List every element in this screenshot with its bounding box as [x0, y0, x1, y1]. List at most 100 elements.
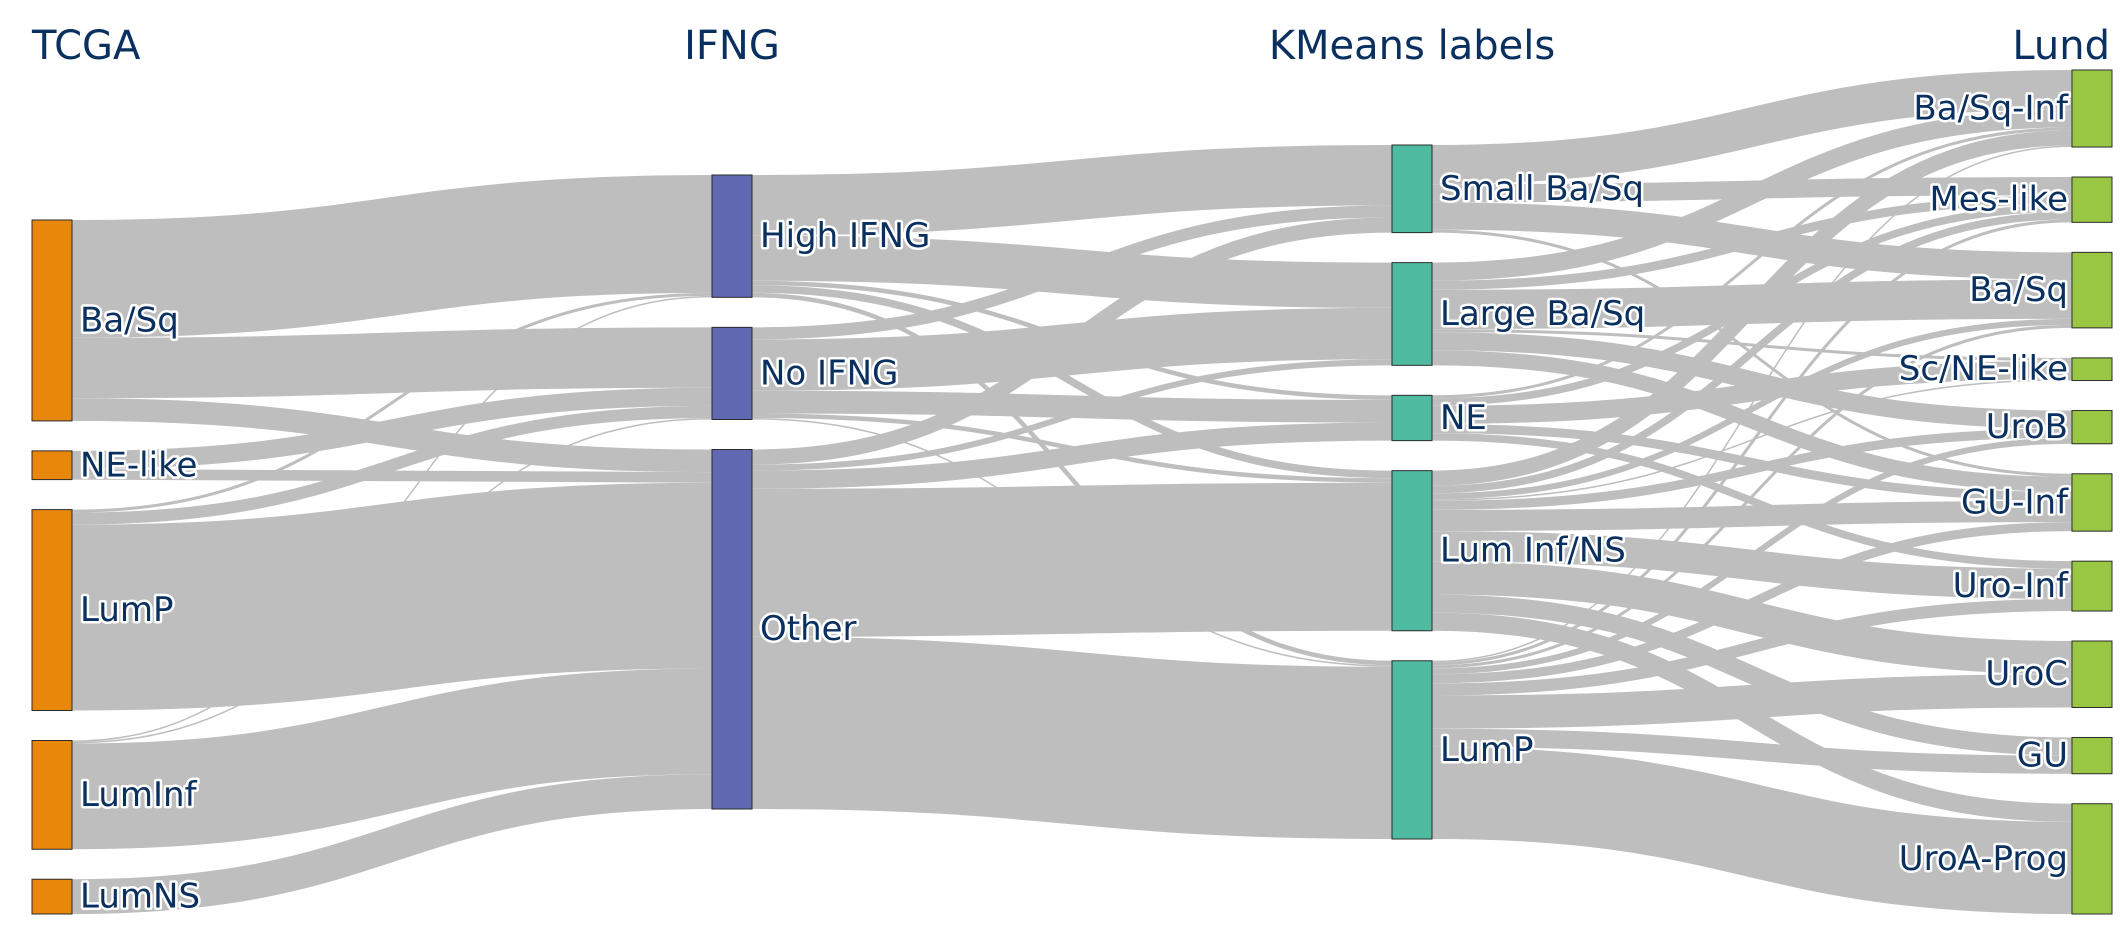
node-bar-l_basq[interactable]	[2071, 251, 2113, 329]
node-label-l_mes: Mes-like	[1929, 180, 2068, 220]
link-k_lump-l_basq	[1431, 324, 2073, 669]
links-layer	[71, 69, 2073, 915]
node-bar-t_lump[interactable]	[31, 509, 73, 711]
link-t_ne-i_other	[71, 469, 713, 483]
link-t_luminf-i_other	[71, 668, 713, 850]
link-k_lump-l_basqinf	[1431, 145, 2073, 663]
link-k_large-l_scne	[1431, 329, 2073, 361]
node-bar-l_urob[interactable]	[2071, 410, 2113, 445]
link-k_ne-l_scne	[1431, 360, 2073, 425]
link-i_other-k_small	[751, 217, 1393, 465]
node-label-t_basq: Ba/Sq	[80, 300, 179, 340]
node-bar-k_lump[interactable]	[1391, 660, 1433, 840]
link-k_luminf-l_uroc	[1431, 561, 2073, 675]
column-title-tcga: TCGA	[31, 23, 141, 69]
node-bar-l_uroinf[interactable]	[2071, 560, 2113, 612]
link-i_high-k_lump	[751, 292, 1393, 666]
node-bar-l_uroc[interactable]	[2071, 640, 2113, 708]
node-bar-k_small[interactable]	[1391, 144, 1433, 234]
node-label-t_lump: LumP	[80, 590, 174, 630]
node-bar-l_gu[interactable]	[2071, 736, 2113, 775]
node-label-l_basq: Ba/Sq	[1969, 270, 2068, 310]
node-bar-l_guinf[interactable]	[2071, 473, 2113, 532]
link-i_no-k_ne	[751, 390, 1393, 423]
link-i_high-k_luminf	[751, 285, 1393, 479]
link-t_ne-i_no	[71, 387, 713, 470]
node-label-k_small: Small Ba/Sq	[1440, 169, 1644, 209]
link-k_large-l_mes	[1431, 195, 2073, 290]
column-title-ifng: IFNG	[684, 23, 780, 69]
node-bar-i_no[interactable]	[711, 326, 753, 420]
link-k_ne-l_basqinf	[1431, 127, 2073, 399]
node-label-i_high: High IFNG	[760, 216, 930, 256]
node-label-t_luminf: LumInf	[80, 775, 198, 815]
column-titles: TCGA IFNG KMeans labels Lund	[31, 23, 2110, 69]
node-label-i_no: No IFNG	[760, 353, 898, 393]
nodes-layer	[31, 69, 2113, 915]
link-k_lump-l_gu	[1431, 728, 2073, 774]
node-label-l_guinf: GU-Inf	[1961, 482, 2069, 522]
node-bar-t_luminf[interactable]	[31, 740, 73, 850]
node-bar-k_luminf[interactable]	[1391, 470, 1433, 632]
node-label-k_luminf: Lum Inf/NS	[1440, 531, 1626, 571]
link-t_lumns-i_other	[71, 774, 713, 915]
node-bar-l_uroa[interactable]	[2071, 803, 2113, 915]
link-k_large-l_basqinf	[1431, 109, 2073, 281]
node-bar-t_ne[interactable]	[31, 450, 73, 481]
link-t_lump-i_other	[71, 482, 713, 711]
node-label-l_uroa: UroA-Prog	[1899, 839, 2068, 879]
node-bar-i_high[interactable]	[711, 174, 753, 298]
link-i_no-k_small	[751, 205, 1393, 340]
node-label-t_ne: NE-like	[80, 445, 197, 485]
node-label-i_other: Other	[760, 609, 857, 649]
node-label-t_lumns: LumNS	[80, 877, 200, 917]
link-k_ne-l_uroinf	[1431, 433, 2073, 569]
column-title-lund: Lund	[2012, 23, 2110, 69]
link-t_lump-i_no	[71, 405, 713, 525]
node-label-l_uroc: UroC	[1985, 654, 2068, 694]
node-label-k_ne: NE	[1440, 398, 1487, 438]
node-bar-l_basqinf[interactable]	[2071, 69, 2113, 148]
node-bar-t_basq[interactable]	[31, 219, 73, 422]
link-t_basq-i_high	[71, 175, 713, 338]
link-i_high-k_small	[751, 145, 1393, 236]
link-i_other-k_lump	[751, 636, 1393, 839]
link-k_lump-l_guinf	[1431, 522, 2073, 684]
link-k_lump-l_uroc	[1431, 674, 2073, 729]
node-bar-l_mes[interactable]	[2071, 176, 2113, 223]
node-label-l_scne: Sc/NE-like	[1899, 349, 2068, 389]
link-k_luminf-l_basq	[1431, 318, 2073, 500]
link-k_lump-l_mes	[1431, 219, 2073, 666]
link-t_luminf-i_no	[71, 417, 713, 744]
link-i_other-k_large	[751, 359, 1393, 471]
link-k_lump-l_uroa	[1431, 746, 2073, 915]
link-k_large-l_urob	[1431, 332, 2073, 429]
node-label-k_large: Large Ba/Sq	[1440, 294, 1645, 334]
link-t_luminf-i_high	[71, 295, 713, 743]
node-label-l_uroinf: Uro-Inf	[1953, 566, 2069, 606]
link-k_luminf-l_basqinf	[1431, 130, 2073, 486]
link-k_lump-l_uroinf	[1431, 598, 2073, 696]
link-k_luminf-l_gu	[1431, 594, 2073, 756]
link-t_lump-i_high	[71, 292, 713, 513]
link-k_ne-l_guinf	[1431, 424, 2073, 501]
node-label-l_urob: UroB	[1986, 407, 2068, 447]
node-bar-t_lumns[interactable]	[31, 878, 73, 915]
node-bar-k_large[interactable]	[1391, 262, 1433, 366]
link-i_other-k_luminf	[751, 482, 1393, 637]
column-title-kmeans: KMeans labels	[1269, 23, 1555, 69]
node-label-l_basqinf: Ba/Sq-Inf	[1913, 89, 2069, 129]
link-k_luminf-l_mes	[1431, 211, 2073, 494]
node-bar-i_other[interactable]	[711, 448, 753, 810]
node-bar-k_ne[interactable]	[1391, 394, 1433, 442]
link-k_small-l_basqinf	[1431, 69, 2073, 185]
link-k_luminf-l_guinf	[1431, 500, 2073, 532]
link-t_basq-i_no	[71, 327, 713, 399]
link-i_other-k_ne	[751, 422, 1393, 489]
node-bar-l_scne[interactable]	[2071, 357, 2113, 382]
node-label-l_gu: GU	[2017, 736, 2068, 776]
link-k_lump-l_urob	[1431, 437, 2073, 675]
link-k_luminf-l_uroinf	[1431, 531, 2073, 599]
